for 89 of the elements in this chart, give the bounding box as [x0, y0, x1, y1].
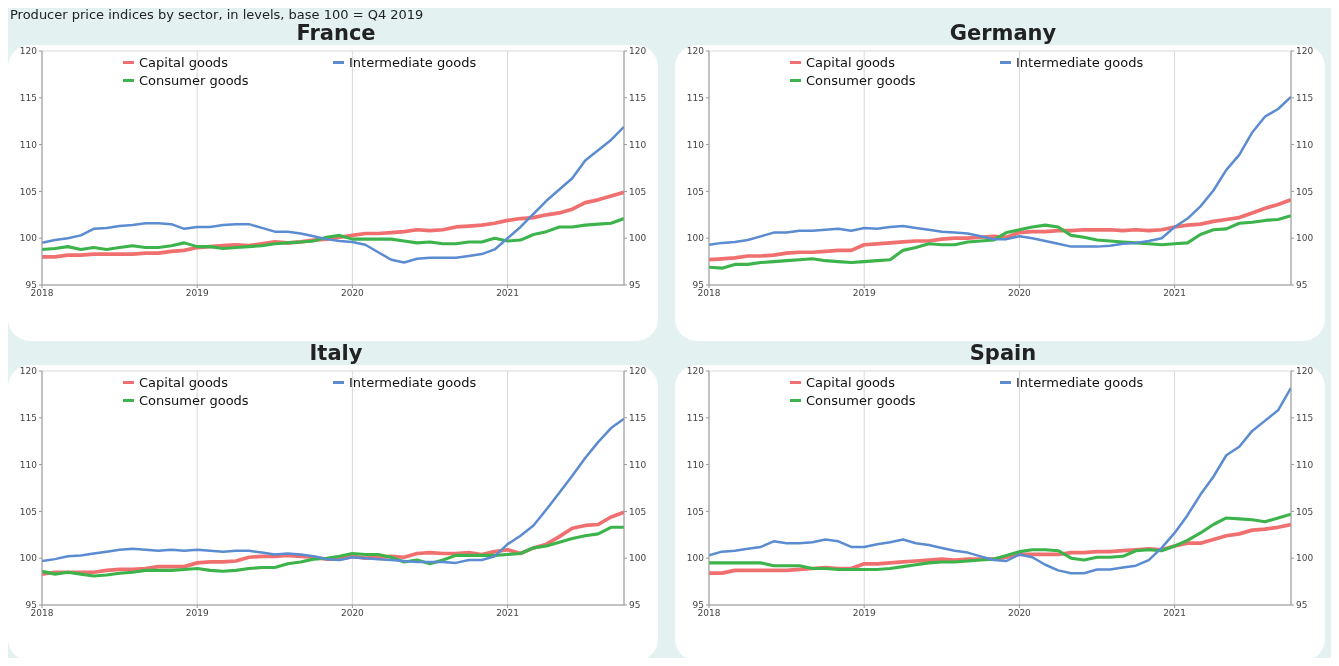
y2-tick-label: 110	[629, 139, 647, 150]
x-tick-label: 2020	[340, 608, 365, 619]
y-tick-label: 115	[19, 412, 37, 423]
x-tick-label: 2020	[1007, 608, 1032, 619]
legend-label: Capital goods	[806, 374, 895, 390]
legend-label: Intermediate goods	[1016, 374, 1144, 390]
y-tick-label: 95	[25, 600, 37, 611]
line-series	[42, 525, 624, 578]
x-tick-label: 2018	[697, 608, 721, 619]
x-tick-label: 2018	[697, 288, 721, 299]
y2-tick-label: 95	[629, 280, 641, 291]
legend-label: Consumer goods	[139, 392, 249, 408]
legend-label: Intermediate goods	[349, 54, 477, 70]
line-series	[42, 125, 624, 264]
legend-label: Consumer goods	[139, 72, 249, 88]
y-tick-label: 100	[19, 233, 38, 244]
y2-tick-label: 120	[629, 366, 647, 377]
line-series	[709, 512, 1291, 571]
y-tick-label: 95	[692, 280, 704, 291]
chart-title: France	[295, 21, 377, 45]
y-tick-label: 105	[19, 506, 37, 517]
y-tick-label: 120	[19, 46, 38, 57]
y2-tick-label: 115	[1296, 92, 1314, 103]
y-tick-label: 105	[686, 506, 704, 517]
legend-label: Intermediate goods	[1016, 54, 1144, 70]
x-tick-label: 2019	[852, 608, 876, 619]
y-tick-label: 110	[686, 139, 705, 150]
legend-label: Consumer goods	[806, 392, 916, 408]
x-tick-label: 2018	[30, 608, 54, 619]
x-tick-label: 2019	[185, 608, 209, 619]
y2-tick-label: 115	[629, 412, 647, 423]
x-tick-label: 2019	[185, 288, 209, 299]
line-series	[709, 95, 1291, 248]
y2-tick-label: 100	[1296, 553, 1314, 564]
legend-label: Capital goods	[139, 374, 228, 390]
line-series	[709, 197, 1291, 262]
y2-tick-label: 110	[1296, 139, 1314, 150]
x-tick-label: 2021	[1163, 608, 1187, 619]
x-tick-label: 2020	[340, 288, 365, 299]
y-tick-label: 95	[25, 280, 37, 291]
y-tick-label: 115	[19, 92, 37, 103]
x-tick-label: 2021	[496, 608, 520, 619]
y2-tick-label: 115	[629, 92, 647, 103]
y-tick-label: 100	[19, 553, 38, 564]
y2-tick-label: 105	[1296, 506, 1314, 517]
y-tick-label: 115	[686, 92, 704, 103]
text: Producer price indices by sector, in levels, base 100 = Q4 2019	[10, 7, 424, 22]
y-tick-label: 105	[19, 186, 37, 197]
y2-tick-label: 105	[1296, 186, 1314, 197]
x-tick-label: 2020	[1007, 288, 1032, 299]
y2-tick-label: 110	[629, 459, 647, 470]
y-tick-label: 105	[686, 186, 704, 197]
y2-tick-label: 110	[1296, 459, 1314, 470]
y2-tick-label: 120	[629, 46, 647, 57]
y2-tick-label: 95	[629, 600, 641, 611]
chart-title: Germany	[948, 21, 1058, 45]
line-series	[42, 417, 624, 565]
legend-label: Consumer goods	[806, 72, 916, 88]
chart-title: Italy	[308, 341, 364, 365]
y-tick-label: 115	[686, 412, 704, 423]
y-tick-label: 120	[686, 46, 705, 57]
legend-label: Intermediate goods	[349, 374, 477, 390]
x-tick-label: 2018	[30, 288, 54, 299]
line-series	[42, 216, 624, 251]
y2-tick-label: 100	[629, 233, 647, 244]
x-tick-label: 2021	[496, 288, 520, 299]
y2-tick-label: 95	[1296, 600, 1308, 611]
y-tick-label: 110	[686, 459, 705, 470]
x-tick-label: 2019	[852, 288, 876, 299]
y2-tick-label: 120	[1296, 366, 1314, 377]
y-tick-label: 95	[692, 600, 704, 611]
y2-tick-label: 95	[1296, 280, 1308, 291]
line-series	[709, 214, 1291, 270]
y2-tick-label: 115	[1296, 412, 1314, 423]
chart-title: Spain	[968, 341, 1038, 365]
legend-label: Capital goods	[806, 54, 895, 70]
y2-tick-label: 105	[629, 506, 647, 517]
legend-label: Capital goods	[139, 54, 228, 70]
y2-tick-label: 100	[1296, 233, 1314, 244]
y2-tick-label: 105	[629, 186, 647, 197]
y-tick-label: 120	[686, 366, 705, 377]
x-tick-label: 2021	[1163, 288, 1187, 299]
y2-tick-label: 100	[629, 553, 647, 564]
y2-tick-label: 120	[1296, 46, 1314, 57]
y-tick-label: 100	[686, 553, 705, 564]
y-tick-label: 110	[19, 139, 38, 150]
y-tick-label: 120	[19, 366, 38, 377]
y-tick-label: 110	[19, 459, 38, 470]
y-tick-label: 100	[686, 233, 705, 244]
